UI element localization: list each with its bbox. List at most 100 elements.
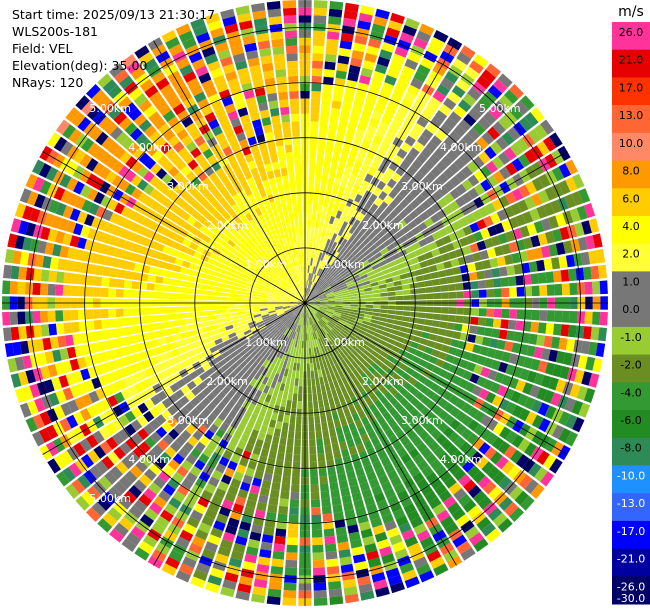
range-gate <box>316 159 324 168</box>
range-gate <box>310 293 317 299</box>
range-gate <box>519 225 530 238</box>
range-gate <box>333 201 340 210</box>
range-gate <box>376 230 386 239</box>
range-gate <box>408 176 420 188</box>
range-gate <box>358 270 367 277</box>
range-gate <box>443 97 457 111</box>
range-gate <box>433 30 449 43</box>
range-gate <box>344 2 359 13</box>
range-gate <box>328 16 342 25</box>
range-gate <box>310 281 314 289</box>
range-gate <box>327 300 336 303</box>
range-gate <box>590 265 600 280</box>
range-gate <box>360 180 370 190</box>
range-gate <box>311 295 319 300</box>
range-gate <box>324 274 331 281</box>
range-gate <box>485 160 498 174</box>
range-gate <box>365 252 374 260</box>
range-gate <box>330 107 341 117</box>
range-gate <box>357 292 365 296</box>
range-gate <box>349 293 358 297</box>
range-gate <box>326 31 340 40</box>
range-gate <box>310 98 321 107</box>
range-gate <box>311 212 317 221</box>
range-gate <box>311 296 319 301</box>
range-gate <box>378 190 388 201</box>
range-gate <box>436 209 447 220</box>
range-gate <box>350 57 363 68</box>
range-gate <box>424 103 438 116</box>
range-gate <box>511 158 525 172</box>
range-gate <box>455 248 465 258</box>
range-gate <box>425 171 437 183</box>
range-gate <box>355 264 363 272</box>
range-gate <box>534 124 548 139</box>
range-gate <box>430 116 443 129</box>
range-gate <box>343 240 351 249</box>
range-gate <box>362 249 371 257</box>
range-gate <box>332 271 340 279</box>
range-gate <box>561 283 570 296</box>
range-gate <box>377 279 386 285</box>
colorbar-tick-label: 0.0 <box>622 303 640 316</box>
range-gate <box>349 111 361 122</box>
range-gate <box>430 36 445 50</box>
range-gate <box>425 206 436 217</box>
range-gate <box>409 199 420 210</box>
range-gate <box>441 292 449 299</box>
range-gate <box>395 295 404 301</box>
range-gate <box>514 100 529 116</box>
range-gate <box>346 253 355 262</box>
range-gate <box>343 10 358 20</box>
range-gate <box>307 219 312 228</box>
range-gate <box>592 233 603 248</box>
range-gate <box>536 205 548 219</box>
range-gate <box>385 277 394 284</box>
range-gate <box>503 110 518 126</box>
range-gate <box>319 221 325 230</box>
range-gate <box>574 222 585 237</box>
range-gate <box>526 249 536 261</box>
range-gate <box>460 72 475 86</box>
range-gate <box>555 213 567 227</box>
range-gate <box>533 220 545 234</box>
range-gate <box>499 166 512 180</box>
range-gate <box>348 225 357 235</box>
range-gate <box>305 295 307 303</box>
range-gate <box>440 284 449 292</box>
range-gate <box>571 191 584 206</box>
range-gate <box>480 228 491 240</box>
range-gate <box>548 243 558 257</box>
range-gate <box>342 294 350 298</box>
range-gate <box>321 282 328 289</box>
range-gate <box>310 282 315 290</box>
range-gate <box>336 277 344 284</box>
range-gate <box>319 296 328 300</box>
range-gate <box>466 234 477 245</box>
range-gate <box>323 285 331 291</box>
range-gate <box>305 297 311 303</box>
range-gate <box>388 296 396 301</box>
range-gate <box>310 128 318 137</box>
range-gate <box>329 169 337 178</box>
range-gate <box>526 223 538 236</box>
range-gate <box>331 285 340 290</box>
range-gate <box>489 257 499 268</box>
range-gate <box>306 280 308 288</box>
range-gate <box>382 268 391 275</box>
range-gate <box>328 278 335 285</box>
range-gate <box>402 289 411 295</box>
range-gate <box>323 76 334 86</box>
range-gate <box>326 207 333 216</box>
range-gate <box>434 129 447 142</box>
range-gate <box>320 300 328 302</box>
range-gate <box>342 299 351 302</box>
range-gate <box>306 288 310 296</box>
range-gate <box>313 0 328 9</box>
range-gate <box>333 85 345 95</box>
range-gate <box>308 181 314 190</box>
range-gate <box>366 124 377 135</box>
range-gate <box>522 274 532 285</box>
range-gate <box>448 111 462 124</box>
